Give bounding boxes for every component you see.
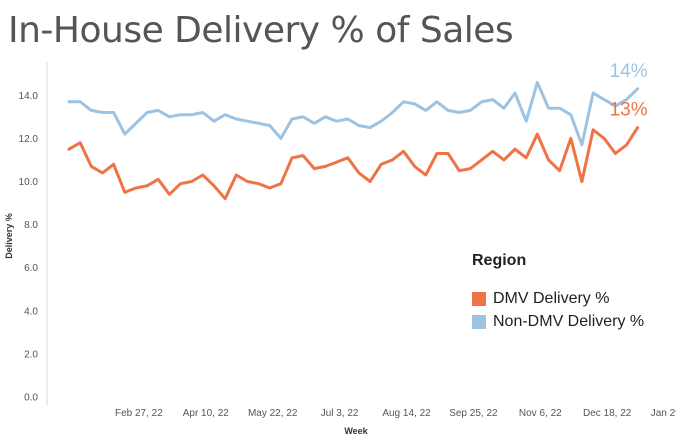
x-tick-label: May 22, 22 <box>248 408 298 419</box>
legend-label-dmv: DMV Delivery % <box>493 289 610 307</box>
x-axis-ticks: Feb 27, 22 Apr 10, 22 May 22, 22 Jul 3, 22 A… <box>115 408 676 419</box>
x-tick-label: Jan 29, 23 <box>651 408 676 419</box>
y-tick-label: 6.0 <box>24 263 38 274</box>
y-tick-label: 12.0 <box>19 134 39 145</box>
end-label-non-dmv: 14% <box>610 61 648 82</box>
legend: Region DMV Delivery % Non-DMV Delivery % <box>472 252 644 333</box>
end-label-dmv: 13% <box>610 100 648 121</box>
chart-title: In-House Delivery % of Sales <box>8 10 514 51</box>
x-axis-label: Week <box>344 426 368 436</box>
x-tick-label: Nov 6, 22 <box>519 408 562 419</box>
series-line-non-dmv[interactable] <box>67 80 640 147</box>
legend-swatch-dmv <box>472 291 486 306</box>
y-tick-label: 14.0 <box>19 91 39 102</box>
y-axis-label: Delivery % <box>4 213 14 259</box>
legend-item-non-dmv[interactable]: Non-DMV Delivery % <box>472 310 644 333</box>
y-axis-ticks: 0.0 2.0 4.0 6.0 8.0 10.0 12.0 14.0 <box>19 91 39 404</box>
series-line-dmv[interactable] <box>67 126 640 201</box>
legend-title: Region <box>472 252 527 269</box>
y-tick-label: 10.0 <box>19 177 39 188</box>
series-lines <box>67 80 640 201</box>
x-tick-label: Aug 14, 22 <box>382 408 431 419</box>
x-tick-label: Apr 10, 22 <box>183 408 230 419</box>
y-tick-label: 4.0 <box>24 306 38 317</box>
legend-swatch-non-dmv <box>472 314 486 329</box>
end-labels: 13% 14% <box>610 61 648 121</box>
x-tick-label: Dec 18, 22 <box>583 408 632 419</box>
legend-label-non-dmv: Non-DMV Delivery % <box>493 312 645 330</box>
x-tick-label: Jul 3, 22 <box>321 408 359 419</box>
y-tick-label: 8.0 <box>24 220 38 231</box>
y-tick-label: 0.0 <box>24 393 38 404</box>
legend-item-dmv[interactable]: DMV Delivery % <box>472 287 644 310</box>
x-tick-label: Sep 25, 22 <box>449 408 498 419</box>
x-tick-label: Feb 27, 22 <box>115 408 163 419</box>
y-tick-label: 2.0 <box>24 349 38 360</box>
